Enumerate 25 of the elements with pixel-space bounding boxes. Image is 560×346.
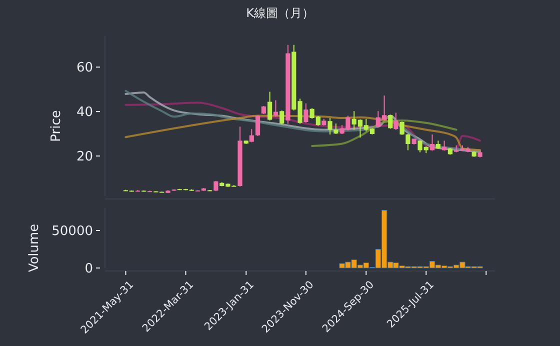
candlestick: [394, 112, 398, 130]
chart-title: K線圖（月）: [246, 6, 314, 20]
candlestick: [273, 100, 278, 117]
candlestick: [430, 134, 435, 152]
candlestick: [304, 102, 308, 124]
candlestick: [280, 110, 284, 125]
y-tick-label: 0: [84, 262, 93, 277]
candlestick: [388, 114, 393, 130]
candlestick: [334, 123, 338, 134]
line-series: [124, 102, 481, 150]
y-tick-label: 40: [76, 105, 93, 120]
y-tick-label: 50000: [52, 224, 93, 240]
candlestick: [328, 118, 332, 135]
y-tick-label: 20: [76, 150, 93, 165]
y-axis-title: Volume: [27, 224, 42, 272]
candlestick: [249, 128, 254, 143]
candlestick: [255, 114, 260, 136]
y-tick-label: 60: [76, 60, 93, 76]
candlestick: [400, 121, 404, 136]
y-axis-title: Price: [49, 110, 64, 142]
candlestick: [214, 180, 218, 192]
line-series: [311, 119, 458, 147]
line-series: [124, 114, 481, 152]
candlestick: [268, 91, 272, 121]
candlestick: [406, 133, 410, 151]
